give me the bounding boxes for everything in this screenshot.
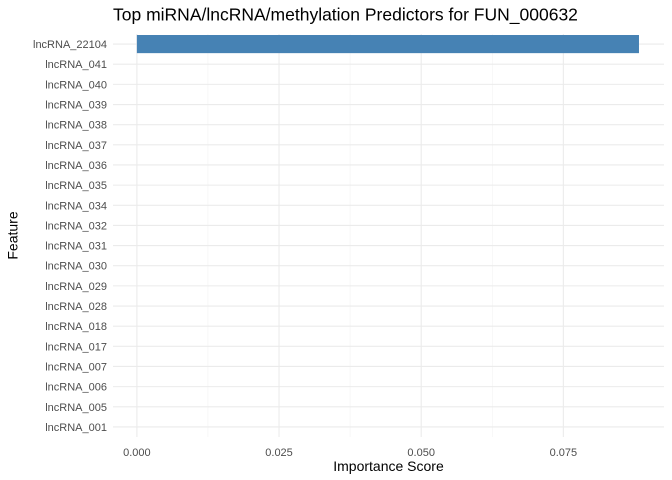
y-tick-label: lncRNA_006 — [45, 382, 107, 394]
y-tick-label: lncRNA_007 — [45, 361, 107, 373]
y-tick-label: lncRNA_017 — [45, 341, 107, 353]
y-tick-label: lncRNA_037 — [45, 140, 107, 152]
bars — [136, 35, 639, 54]
y-tick-label: lncRNA_22104 — [33, 39, 107, 51]
y-tick-label: lncRNA_031 — [45, 241, 107, 253]
chart-title: Top miRNA/lncRNA/methylation Predictors … — [113, 5, 578, 26]
y-tick-label: lncRNA_040 — [45, 79, 107, 91]
y-axis-tick-labels: lncRNA_22104 lncRNA_041 lncRNA_040 lncRNA_0… — [33, 39, 107, 434]
y-tick-label: lncRNA_036 — [45, 160, 107, 172]
y-tick-label: lncRNA_041 — [45, 59, 107, 71]
y-tick-label: lncRNA_029 — [45, 281, 107, 293]
x-tick-label: 0.050 — [407, 447, 435, 459]
grid-lines — [113, 34, 664, 437]
x-axis-tick-labels: 0.000 0.025 0.050 0.075 — [123, 447, 577, 459]
x-tick-label: 0.000 — [123, 447, 151, 459]
y-tick-label: lncRNA_035 — [45, 180, 107, 192]
y-tick-label: lncRNA_005 — [45, 402, 107, 414]
y-axis-title: Feature — [5, 211, 21, 259]
y-tick-label: lncRNA_038 — [45, 120, 107, 132]
x-tick-label: 0.025 — [265, 447, 293, 459]
y-tick-label: lncRNA_018 — [45, 321, 107, 333]
y-tick-label: lncRNA_001 — [45, 422, 107, 434]
y-tick-label: lncRNA_032 — [45, 220, 107, 232]
bar-lncRNA_22104 — [136, 35, 639, 54]
x-axis-title: Importance Score — [333, 458, 444, 474]
y-tick-label: lncRNA_030 — [45, 261, 107, 273]
y-tick-label: lncRNA_028 — [45, 301, 107, 313]
x-tick-label: 0.075 — [550, 447, 578, 459]
y-tick-label: lncRNA_034 — [45, 200, 107, 212]
y-tick-label: lncRNA_039 — [45, 100, 107, 112]
